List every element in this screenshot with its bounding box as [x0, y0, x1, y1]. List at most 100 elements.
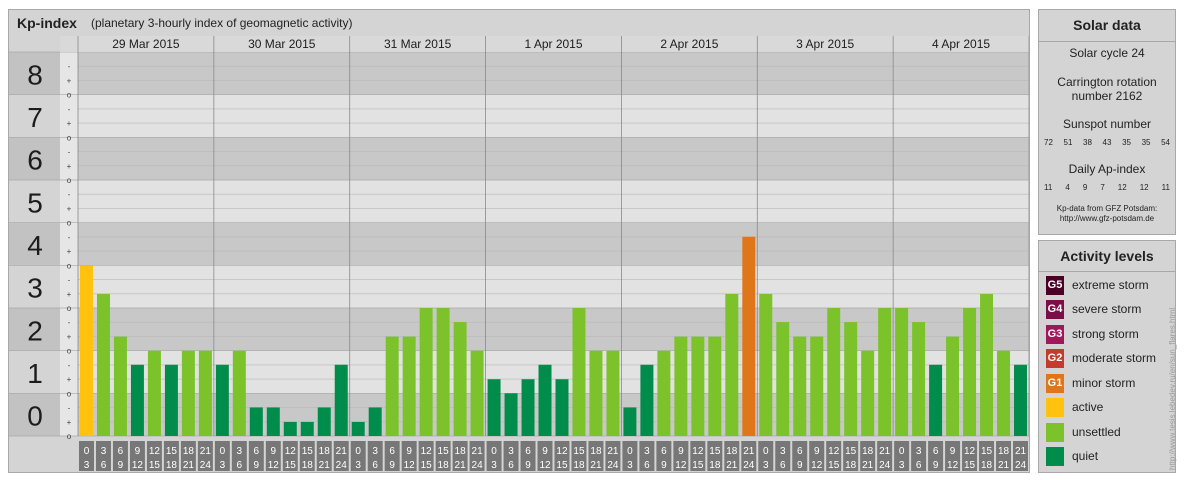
carrington-line2: number 2162 — [1071, 89, 1143, 103]
hour-label-box — [792, 441, 808, 471]
hour-end-label: 6 — [916, 460, 922, 471]
hour-label-box — [79, 441, 94, 471]
kp-bar — [317, 407, 331, 436]
hour-start-label: 15 — [709, 446, 721, 457]
hour-end-label: 18 — [573, 460, 585, 471]
hour-end-label: 24 — [879, 460, 891, 471]
level-label: extreme storm — [1072, 278, 1149, 292]
hour-end-label: 6 — [508, 460, 514, 471]
kp-bar — [657, 350, 671, 436]
kp-bar — [776, 322, 790, 436]
y-band-label — [9, 137, 60, 180]
kp-bar — [283, 421, 297, 436]
hour-label-box — [316, 441, 332, 471]
hour-label-box — [299, 441, 315, 471]
ap-value: 7 — [1100, 183, 1105, 192]
y-subtick-label: - — [68, 233, 71, 242]
hour-end-label: 9 — [118, 460, 124, 471]
hour-start-label: 15 — [845, 446, 857, 457]
hour-start-label: 3 — [237, 446, 243, 457]
hour-start-label: 0 — [84, 446, 90, 457]
hour-start-label: 6 — [389, 446, 395, 457]
kp-bar — [147, 350, 161, 436]
hour-start-label: 9 — [542, 446, 548, 457]
hour-end-label: 3 — [627, 460, 633, 471]
level-label: severe storm — [1072, 302, 1142, 316]
hour-start-label: 9 — [678, 446, 684, 457]
sunspot-value: 38 — [1083, 138, 1092, 147]
hour-end-label: 12 — [404, 460, 416, 471]
ap-value: 11 — [1044, 183, 1053, 192]
kp-bar — [946, 336, 960, 436]
hour-start-label: 12 — [285, 446, 297, 457]
y-band-label — [9, 94, 60, 138]
hour-end-label: 18 — [166, 460, 178, 471]
hour-start-label: 21 — [1015, 446, 1027, 457]
y-tick-label: 1 — [27, 358, 43, 389]
level-swatch: G5 — [1046, 276, 1064, 295]
hour-start-label: 3 — [372, 446, 378, 457]
kp-bar — [96, 293, 110, 436]
kp-bar — [640, 364, 654, 436]
day-label: 4 Apr 2015 — [932, 37, 990, 51]
hour-label-box — [826, 441, 842, 471]
source-line1: Kp-data from GFZ Potsdam: — [1056, 204, 1158, 213]
kp-bar — [589, 350, 603, 436]
hour-label-box — [928, 441, 944, 471]
kp-bar — [266, 407, 280, 436]
y-tick-label: 2 — [27, 315, 43, 346]
hour-label-box — [367, 441, 383, 471]
hour-label-box — [605, 441, 621, 471]
y-subtick-label: o — [67, 261, 72, 270]
hour-label-box — [996, 441, 1012, 471]
ap-value: 11 — [1161, 183, 1170, 192]
kp-bar — [725, 293, 739, 436]
y-band — [78, 222, 1029, 266]
hour-start-label: 12 — [149, 446, 161, 457]
sunspot-value: 35 — [1141, 138, 1151, 147]
hour-end-label: 9 — [933, 460, 939, 471]
ap-value: 12 — [1139, 183, 1149, 192]
kp-bar — [623, 407, 637, 436]
kp-bar — [963, 308, 977, 436]
level-minor-storm: G1 minor storm — [1046, 374, 1176, 394]
hour-label-box — [469, 441, 485, 471]
y-band — [78, 137, 1029, 180]
hour-start-label: 3 — [101, 446, 107, 457]
kp-bar — [1014, 364, 1027, 436]
kp-bar — [742, 236, 756, 436]
hour-start-label: 0 — [627, 446, 633, 457]
hour-end-label: 15 — [285, 460, 297, 471]
hour-end-label: 6 — [372, 460, 378, 471]
hour-start-label: 18 — [998, 446, 1010, 457]
hour-end-label: 24 — [607, 460, 619, 471]
hour-label-box — [877, 441, 893, 471]
hour-label-box — [503, 441, 519, 471]
kp-bar — [878, 308, 892, 436]
hour-start-label: 21 — [336, 446, 348, 457]
kp-bar — [691, 336, 705, 436]
y-subtick-label: - — [68, 404, 71, 413]
hour-label-box — [894, 441, 910, 471]
hour-start-label: 0 — [355, 446, 361, 457]
y-band-label — [9, 308, 60, 351]
sunspot-value: 72 — [1044, 138, 1053, 147]
chart-subtitle: (planetary 3-hourly index of geomagnetic… — [91, 16, 353, 30]
hour-end-label: 18 — [302, 460, 314, 471]
hour-start-label: 18 — [319, 446, 331, 457]
level-extreme-storm: G5 extreme storm — [1046, 276, 1176, 296]
kp-bar — [385, 336, 399, 436]
hour-label-box — [1013, 441, 1028, 471]
hour-end-label: 3 — [220, 460, 226, 471]
kp-bar — [912, 322, 926, 436]
hour-label-box — [146, 441, 162, 471]
hour-start-label: 21 — [607, 446, 619, 457]
y-subtick-label: o — [67, 176, 72, 185]
hour-end-label: 9 — [254, 460, 260, 471]
hour-label-box — [639, 441, 655, 471]
source-link[interactable]: http://www.gfz-potsdam.de — [1059, 214, 1155, 223]
y-subtick-label: + — [67, 418, 72, 427]
y-subtick-label: - — [68, 318, 71, 327]
hour-label-box — [486, 441, 502, 471]
